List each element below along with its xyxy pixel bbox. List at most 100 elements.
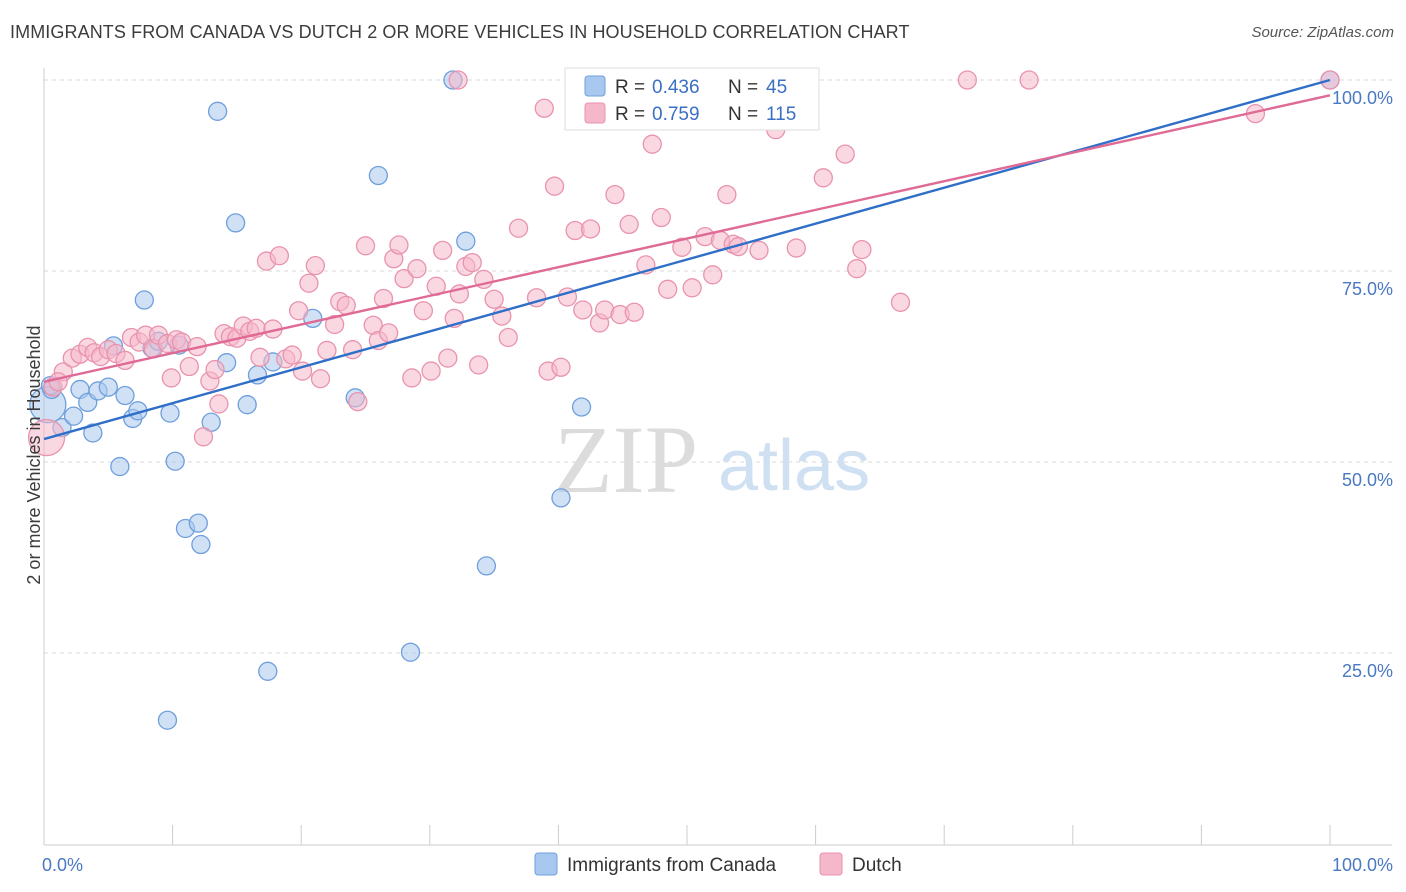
dutch-point — [305, 256, 325, 276]
dutch-point — [651, 207, 671, 228]
legend-swatch-canada — [584, 75, 606, 97]
dutch-point — [413, 301, 434, 321]
dutch-point — [1019, 70, 1039, 90]
dutch-point — [282, 345, 302, 365]
dutch-point — [551, 357, 571, 377]
dutch-point — [852, 239, 872, 260]
dutch-point — [658, 279, 678, 299]
dutch-point — [835, 144, 855, 164]
dutch-point — [813, 168, 833, 188]
watermark: ZIP atlas — [554, 406, 870, 513]
dutch-point — [624, 302, 644, 322]
canada-point — [551, 488, 571, 508]
legend-r-value-canada: 0.436 — [652, 77, 700, 98]
legend-swatch-dutch — [584, 102, 606, 124]
dutch-point — [672, 237, 692, 257]
canada-point — [368, 165, 389, 186]
dutch-point — [508, 218, 529, 238]
x-tick-label-end: 100.0% — [1332, 855, 1393, 875]
canada-point — [115, 385, 135, 406]
dutch-point — [890, 292, 911, 312]
dutch-point — [642, 134, 662, 154]
dutch-point — [749, 240, 769, 261]
dutch-point — [438, 348, 458, 368]
dutch-trend-line — [43, 94, 1331, 383]
dutch-point — [580, 219, 601, 239]
dutch-point — [394, 268, 414, 289]
chart-title: IMMIGRANTS FROM CANADA VS DUTCH 2 OR MOR… — [10, 22, 910, 42]
trend-lines — [43, 78, 1331, 441]
dutch-point — [448, 70, 468, 90]
canada-point — [110, 456, 130, 477]
dutch-point — [205, 359, 225, 380]
legend-r-value-dutch: 0.759 — [652, 104, 700, 125]
dutch-point — [324, 314, 345, 335]
dutch-point — [717, 184, 737, 205]
watermark-atlas: atlas — [718, 426, 870, 506]
legend: R = 0.436 N = 45 R = 0.759 N = 115 — [564, 67, 820, 131]
dutch-point — [373, 288, 394, 309]
dutch-point — [193, 427, 214, 447]
dutch-point — [498, 327, 518, 348]
dutch-point — [348, 391, 368, 412]
axes — [43, 68, 1392, 846]
canada-point — [63, 406, 84, 426]
canada-point — [83, 423, 103, 443]
canada-point — [400, 642, 421, 662]
dutch-point — [288, 301, 309, 321]
dutch-point — [786, 238, 806, 258]
dutch-point — [957, 70, 977, 90]
y-axis-label: 2 or more Vehicles in Household — [24, 325, 44, 584]
canada-point — [98, 377, 118, 397]
dutch-point — [703, 265, 723, 285]
bottom-legend: Immigrants from Canada Dutch — [534, 852, 902, 876]
legend-box — [564, 67, 820, 131]
canada-point — [191, 534, 211, 555]
canada-point — [207, 101, 228, 121]
canada-point — [258, 661, 278, 681]
grid-lines — [44, 79, 1392, 654]
series-dutch-points — [27, 70, 1340, 457]
canada-point — [476, 556, 497, 576]
dutch-point — [389, 235, 409, 255]
y-tick-label: 25.0% — [1342, 661, 1393, 681]
canada-trend-line — [43, 78, 1331, 441]
legend-n-label-dutch: N = — [728, 104, 758, 125]
dutch-point — [179, 356, 199, 377]
dutch-point — [378, 323, 399, 343]
dutch-point — [310, 369, 331, 389]
dutch-point — [269, 246, 289, 266]
dutch-point — [605, 184, 625, 205]
dutch-point — [407, 259, 427, 279]
dutch-point — [682, 278, 702, 298]
legend-n-value-canada: 45 — [766, 77, 787, 98]
legend-r-label-dutch: R = — [615, 104, 645, 125]
canada-point — [188, 513, 208, 533]
watermark-zip: ZIP — [554, 406, 698, 513]
canada-point — [225, 213, 246, 233]
dutch-point — [161, 368, 181, 388]
dutch-point — [355, 236, 376, 256]
dutch-point — [421, 361, 441, 381]
dutch-point — [484, 289, 504, 309]
bottom-legend-label-dutch: Dutch — [852, 855, 902, 876]
dutch-point — [462, 252, 482, 273]
y-tick-label: 100.0% — [1332, 88, 1393, 108]
dutch-point — [469, 355, 489, 375]
bottom-legend-swatch-canada — [534, 852, 558, 876]
dutch-point — [573, 300, 593, 320]
dutch-point — [433, 240, 453, 261]
dutch-point — [317, 340, 337, 361]
dutch-point — [544, 176, 565, 196]
y-tick-label: 75.0% — [1342, 279, 1393, 299]
canada-point — [134, 290, 154, 310]
dutch-point — [115, 350, 135, 371]
dutch-point — [209, 394, 229, 414]
dutch-point — [342, 340, 363, 360]
dutch-point — [48, 372, 68, 392]
y-tick-label: 50.0% — [1342, 470, 1393, 490]
tick-labels: 25.0% 50.0% 75.0% 100.0% 0.0% 100.0% — [42, 88, 1393, 875]
canada-point — [456, 231, 476, 251]
dutch-point — [402, 368, 422, 388]
